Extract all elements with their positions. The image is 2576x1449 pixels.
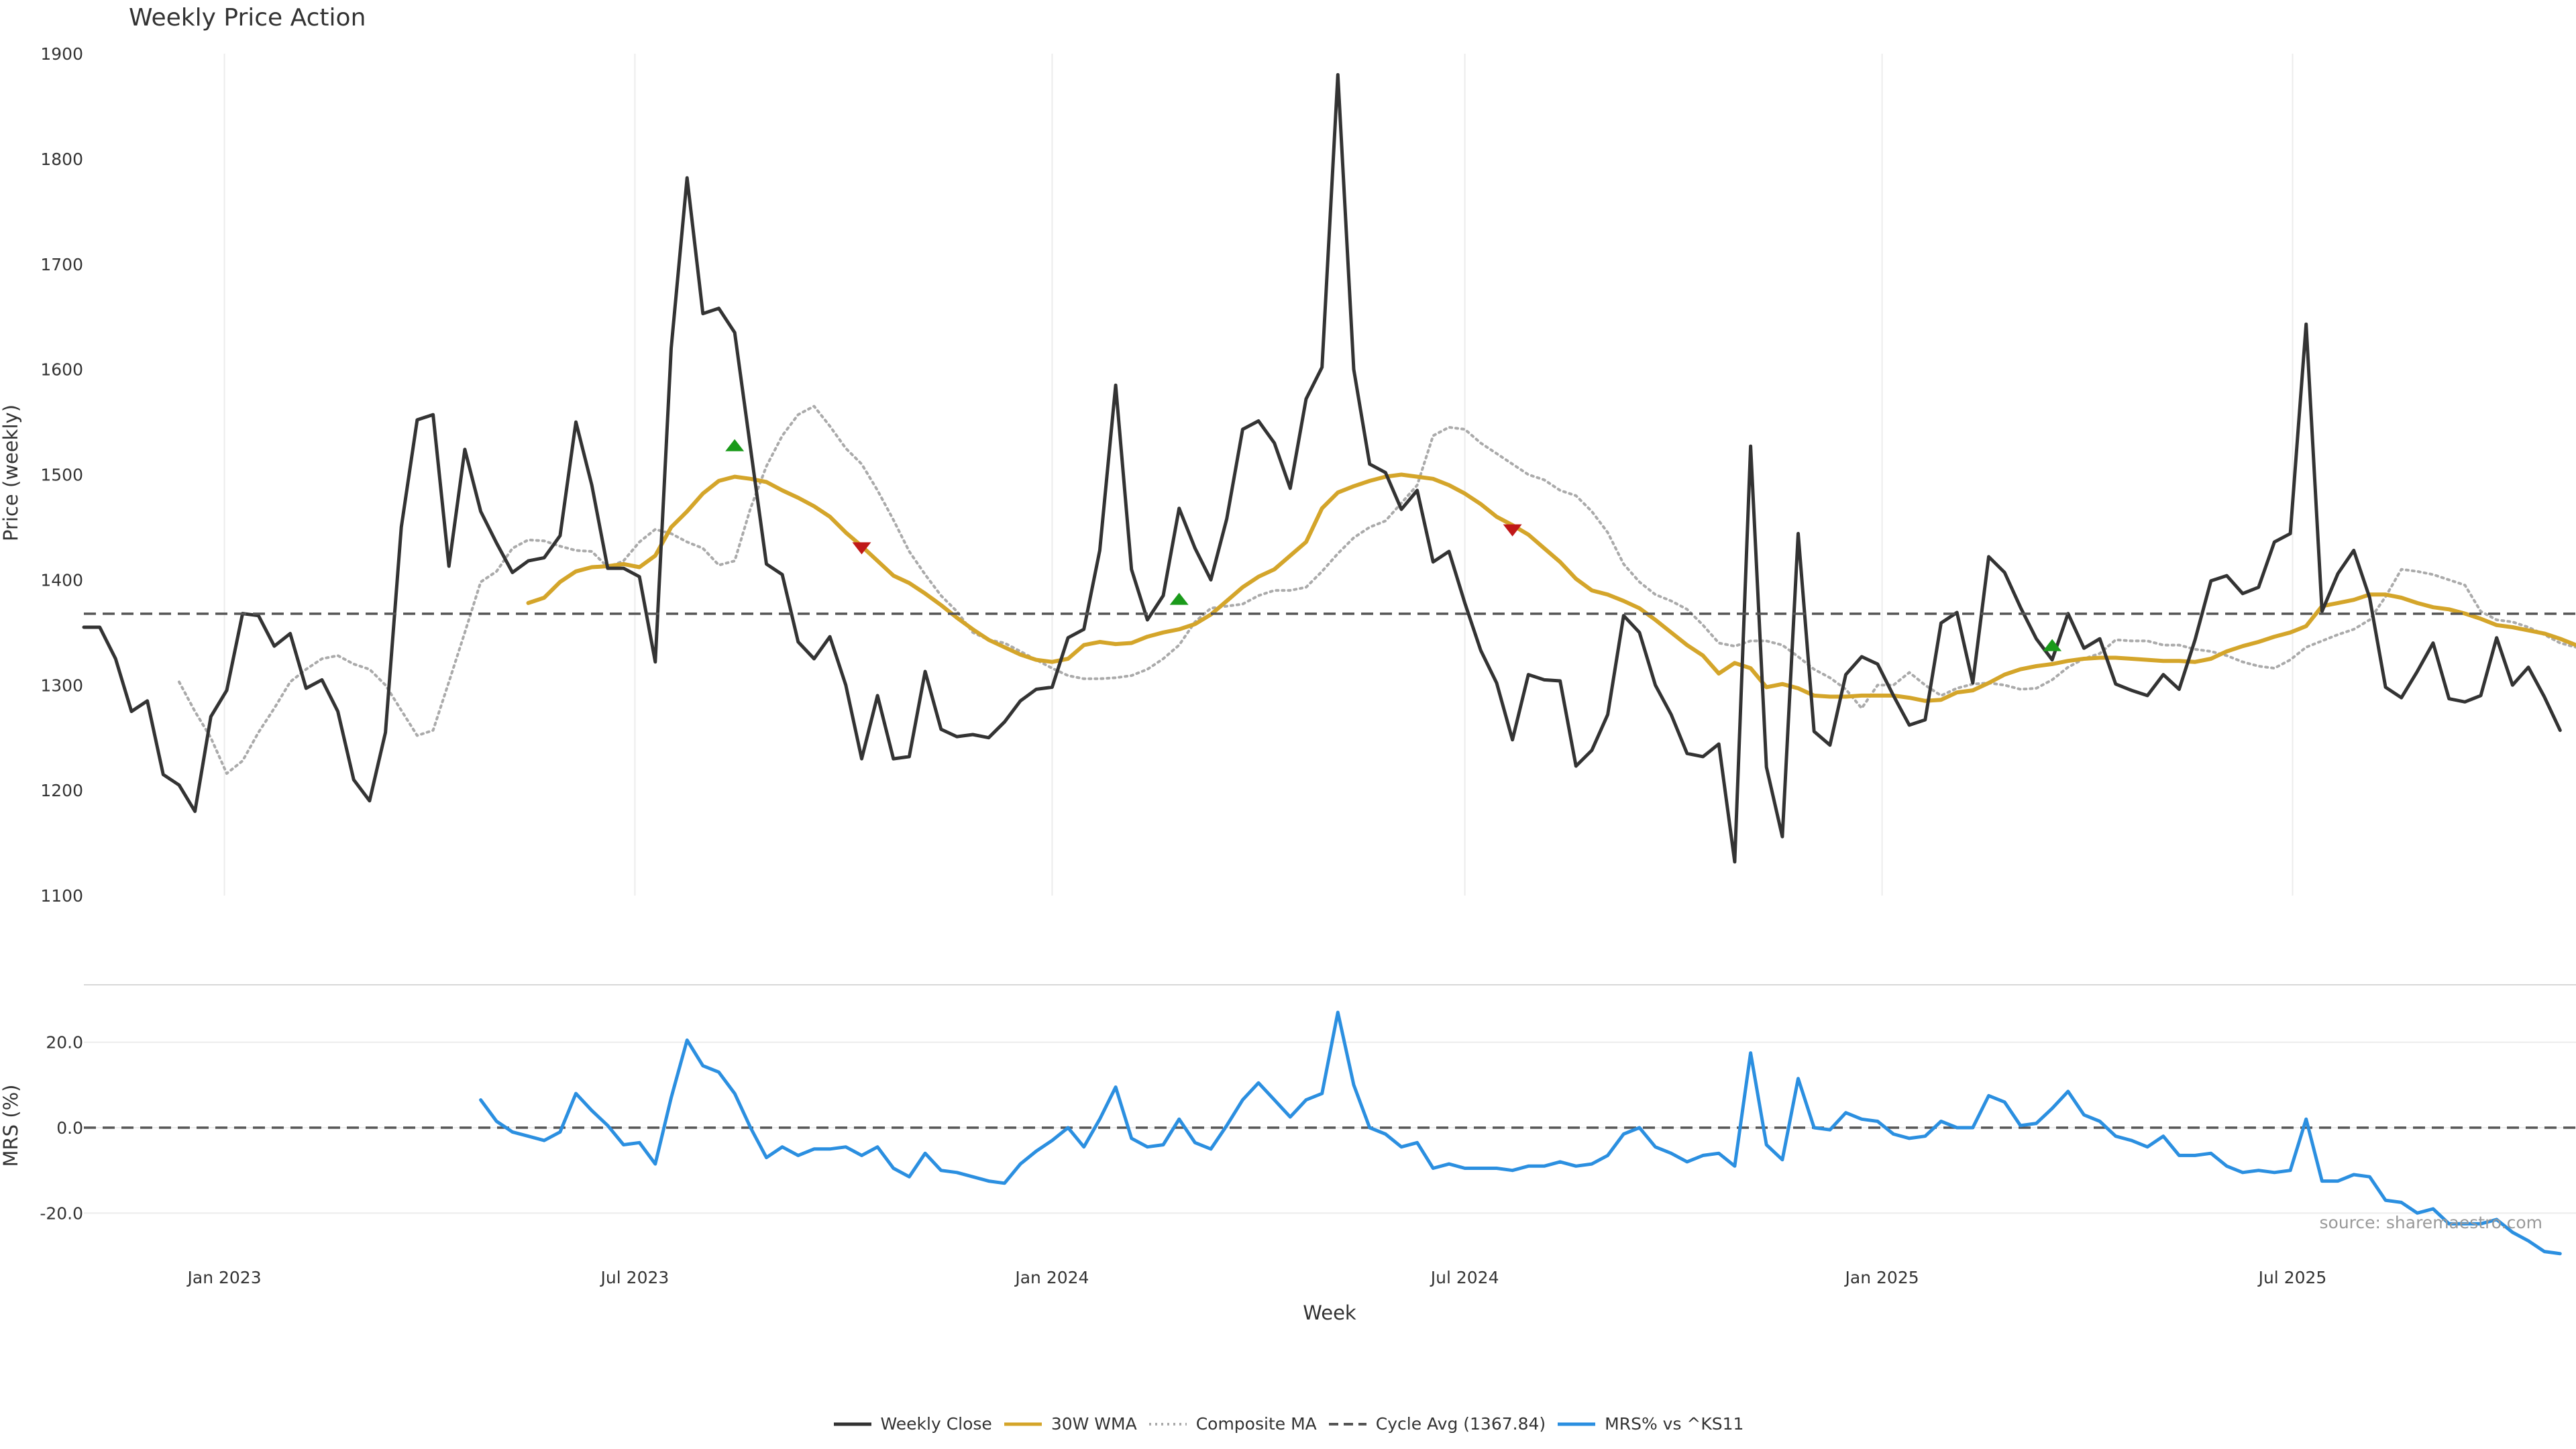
legend-label: MRS% vs ^KS11 (1605, 1414, 1744, 1434)
y-tick-label: 1800 (40, 150, 83, 169)
y-tick-label: -20.0 (40, 1203, 83, 1223)
x-tick-label: Jul 2025 (2257, 1268, 2327, 1287)
x-axis-label: Week (1303, 1301, 1356, 1324)
x-tick-label: Jan 2024 (1014, 1268, 1089, 1287)
y-tick-label: 1300 (40, 676, 83, 695)
legend-item: MRS% vs ^KS11 (1556, 1414, 1743, 1434)
series-composite-ma (178, 405, 2576, 775)
legend-swatch (1558, 1422, 1596, 1426)
x-tick-label: Jan 2025 (1844, 1268, 1919, 1287)
chart-title: Weekly Price Action (129, 4, 366, 32)
y-tick-label: 1700 (40, 255, 83, 274)
legend-swatch (1004, 1422, 1042, 1426)
legend: Weekly Close 30W WMA Composite MA Cycle Avg… (0, 1414, 2576, 1435)
series-30w-wma (526, 472, 2576, 703)
buy-signal-marker (1169, 592, 1189, 605)
legend-swatch (1148, 1422, 1187, 1426)
buy-signal-marker (2043, 639, 2062, 651)
legend-item: Weekly Close (833, 1414, 992, 1434)
mrs-y-axis-label: MRS (%) (0, 1085, 22, 1167)
legend-label: Composite MA (1195, 1414, 1317, 1434)
legend-swatch (1328, 1422, 1366, 1426)
mrs-grid (84, 1041, 2576, 1214)
source-note: source: sharemaestro.com (2319, 1213, 2543, 1232)
y-tick-label: 1600 (40, 360, 83, 380)
y-tick-label: 1200 (40, 781, 83, 800)
x-ticks: Jan 2023 Jul 2023 Jan 2024 Jul 2024 Jan 2025… (186, 1268, 2327, 1287)
series-mrs-vs-ks11 (479, 1010, 2562, 1256)
signal-markers (725, 439, 2062, 651)
sell-signal-marker (852, 542, 871, 555)
price-series (82, 72, 2576, 864)
mrs-y-ticks: -20.0 0.0 20.0 (40, 1033, 83, 1224)
y-tick-label: 20.0 (46, 1033, 83, 1053)
y-tick-label: 1500 (40, 466, 83, 485)
sell-signal-marker (1503, 524, 1522, 537)
y-tick-label: 1900 (40, 44, 83, 64)
legend-label: Weekly Close (880, 1414, 992, 1434)
series-weekly-close (82, 72, 2562, 864)
price-y-ticks: 1100 1200 1300 1400 1500 1600 1700 1800 1900 (40, 44, 83, 906)
legend-swatch (833, 1422, 871, 1426)
y-tick-label: 1100 (40, 886, 83, 906)
y-tick-label: 1400 (40, 570, 83, 590)
legend-item: Composite MA (1148, 1414, 1317, 1434)
x-tick-label: Jan 2023 (186, 1268, 262, 1287)
price-grid (223, 54, 2294, 896)
y-tick-label: 0.0 (56, 1118, 83, 1138)
x-tick-label: Jul 2023 (600, 1268, 669, 1287)
legend-item: 30W WMA (1003, 1414, 1137, 1434)
legend-label: Cycle Avg (1367.84) (1375, 1414, 1546, 1434)
legend-label: 30W WMA (1051, 1414, 1137, 1434)
buy-signal-marker (725, 439, 745, 451)
legend-item: Cycle Avg (1367.84) (1328, 1414, 1546, 1434)
price-y-axis-label: Price (weekly) (0, 405, 22, 541)
mrs-series (479, 1010, 2562, 1256)
x-tick-label: Jul 2024 (1430, 1268, 1499, 1287)
